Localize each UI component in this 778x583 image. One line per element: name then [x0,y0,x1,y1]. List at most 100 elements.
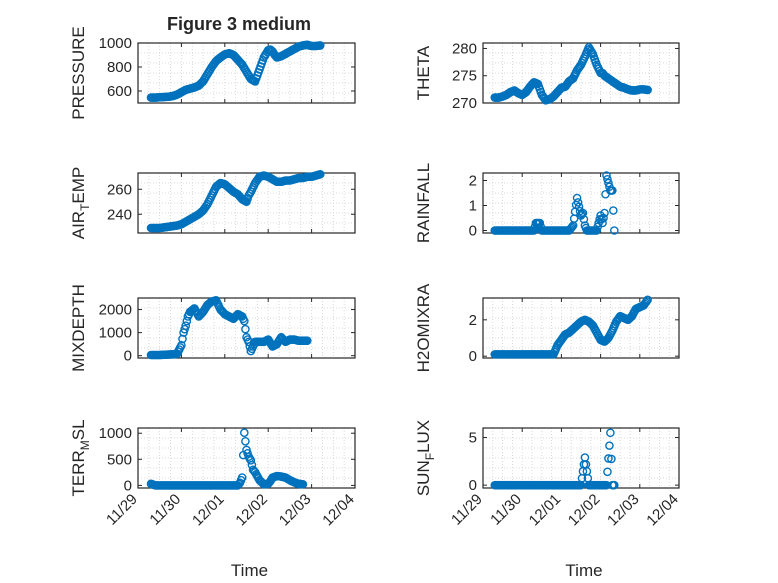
data-point [579,214,589,224]
x-axis-label: Time [231,561,268,580]
y-tick-label: 1 [469,198,477,215]
x-tick-label: 12/01 [526,491,565,530]
y-tick-label: 260 [107,181,132,198]
series-points [146,169,325,233]
data-point [302,336,312,345]
data-point [600,208,609,218]
y-tick-label: 600 [107,83,132,100]
data-point [592,226,601,235]
y-axis-label: H2OMIXRA [414,283,433,372]
data-point [245,342,255,351]
data-point [240,428,249,437]
x-tick-label: 11/30 [146,491,184,529]
data-point [566,223,576,233]
x-tick-label: 12/01 [189,491,228,530]
y-tick-label: 240 [107,206,132,223]
series-points [146,296,312,360]
axes-box [482,42,680,104]
data-point [578,208,588,218]
series-points [490,43,652,105]
data-point [177,341,186,350]
data-point [580,453,590,462]
data-point [610,480,619,490]
data-point [598,218,607,228]
data-point [642,296,651,306]
subplot-6: 0 2 H2OMIXRA [414,283,680,372]
data-point [178,334,187,344]
y-tick-label: 0 [469,477,477,494]
y-axis-label: THETA [414,45,433,100]
axes-box [137,172,356,234]
y-axis-label: MIXDEPTH [69,284,88,372]
subplot-1: 600 800 1000 PRESSURE [69,26,356,120]
y-axis-label: AIRTEMP [69,167,92,240]
data-point [605,441,614,450]
y-axis-label: TERRMSL [69,419,92,496]
data-point [187,305,197,315]
y-tick-label: 270 [452,95,477,112]
data-point [569,214,579,223]
grid-lines [483,428,679,488]
x-tick-label: 11/29 [103,491,141,529]
y-tick-label: 2000 [99,302,132,319]
x-axis-label: Time [565,561,602,580]
x-tick-label: 12/02 [232,491,271,530]
x-tick-label: 11/29 [448,491,486,529]
data-point [643,295,652,305]
subplot-8: 0 5 11/29 11/30 12/01 12/02 12/03 12/04 Time SUNF… [414,420,682,580]
data-point [643,85,652,95]
y-tick-label: 280 [452,40,477,57]
y-tick-label: 1000 [99,325,132,342]
subplot-2: 270 275 280 THETA [414,40,680,112]
data-point [602,171,611,180]
y-tick-label: 275 [452,68,477,85]
data-point [573,198,583,207]
subplot-5: 0 1000 2000 MIXDEPTH [69,284,356,372]
data-point [246,456,256,465]
y-tick-label: 1000 [99,425,132,442]
subplot-7: 0 500 1000 11/29 11/30 12/01 12/02 12/03 12/04 Ti… [69,419,358,580]
y-tick-label: 0 [124,477,132,494]
data-point [606,428,615,438]
data-point [609,206,618,215]
y-tick-label: 500 [107,451,132,468]
y-tick-label: 0 [469,223,477,240]
series-points [490,428,619,490]
data-point [574,202,584,212]
figure-title: Figure 3 medium [167,14,311,34]
data-point [567,222,577,232]
grid-lines [483,298,679,358]
axes-box [137,42,356,104]
y-tick-label: 0 [124,348,132,365]
data-point [240,316,249,326]
axes-box [482,297,680,359]
data-point [241,324,250,334]
axes-box [137,427,356,489]
y-tick-label: 2 [469,312,477,329]
grid-lines [138,43,355,103]
series-points [146,428,308,490]
data-point [610,226,619,235]
data-point [608,186,617,195]
data-point [572,193,582,203]
data-point [535,218,545,228]
y-axis-label: SUNFLUX [414,420,437,496]
x-tick-label: 12/02 [565,491,604,530]
data-point [607,454,616,464]
axes-box [482,172,680,234]
y-tick-label: 5 [469,430,477,447]
y-tick-label: 800 [107,59,132,76]
data-point [237,473,247,482]
data-point [298,480,308,489]
data-point [315,41,325,50]
data-point [181,321,191,330]
series-points [490,171,619,235]
y-tick-label: 0 [469,348,477,365]
data-point [315,169,325,179]
data-point [603,174,612,184]
y-tick-label: 1000 [99,35,132,52]
x-tick-label: 12/04 [643,491,682,530]
series-points [490,295,652,359]
